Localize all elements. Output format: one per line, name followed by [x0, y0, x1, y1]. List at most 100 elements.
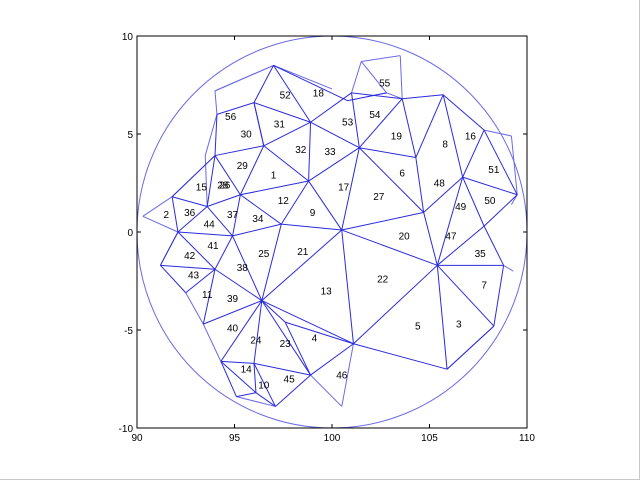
mesh-edge	[358, 98, 403, 149]
element-label: 5	[415, 322, 421, 333]
mesh-edge	[275, 374, 311, 407]
mesh-edge	[353, 343, 448, 370]
x-tick-label: 110	[519, 433, 535, 444]
mesh-edge	[263, 145, 309, 182]
element-label: 56	[225, 112, 237, 123]
mesh-edge	[160, 264, 187, 294]
mesh-edge	[214, 235, 233, 270]
mesh-edge	[253, 363, 257, 393]
mesh-edge	[214, 145, 264, 157]
mesh-edge	[203, 300, 262, 325]
y-tick-label: 0	[127, 228, 133, 239]
mesh-edge	[436, 264, 495, 327]
element-label: 32	[295, 145, 307, 156]
mesh-edge	[415, 94, 444, 158]
mesh-edge	[253, 102, 311, 123]
element-label: 35	[475, 249, 487, 260]
element-label-layer: 1234567891011121314151617181920212223242…	[163, 79, 499, 392]
mesh-edge	[423, 212, 438, 266]
mesh-edge-layer	[159, 64, 518, 407]
outer-edge	[483, 129, 512, 137]
mesh-edge	[261, 300, 354, 345]
element-label: 10	[258, 380, 270, 391]
element-label: 12	[278, 196, 290, 207]
outer-edge	[510, 135, 518, 195]
mesh-edge	[177, 206, 208, 233]
y-tick-label: -5	[124, 326, 133, 337]
mesh-edge	[171, 196, 179, 233]
element-label: 25	[258, 249, 270, 260]
mesh-edge	[159, 231, 179, 266]
outer-edge	[361, 55, 401, 62]
mesh-edge	[483, 194, 518, 227]
mesh-edge	[261, 229, 343, 301]
mesh-edge	[214, 268, 263, 302]
mesh-edge	[285, 321, 354, 345]
mesh-edge	[220, 360, 255, 364]
element-label: 26	[219, 180, 231, 191]
outer-edge	[214, 64, 274, 92]
element-label: 51	[488, 165, 500, 176]
mesh-edge	[341, 229, 354, 344]
mesh-edge	[206, 155, 216, 207]
mesh-edge	[171, 155, 216, 198]
element-label: 38	[237, 263, 249, 274]
mesh-edge	[202, 269, 216, 325]
mesh-edge	[462, 176, 485, 227]
element-label: 45	[284, 375, 296, 386]
mesh-edge	[206, 206, 233, 237]
mesh-edge	[351, 92, 403, 100]
element-label: 27	[373, 192, 385, 203]
x-tick-label: 95	[229, 433, 241, 444]
element-label: 43	[188, 271, 200, 282]
element-label: 44	[204, 220, 216, 231]
mesh-edge	[310, 343, 354, 376]
mesh-edge	[483, 225, 505, 266]
mesh-edge	[402, 94, 444, 100]
mesh-edge	[253, 363, 276, 407]
mesh-edge	[308, 122, 312, 182]
outer-edge	[399, 55, 403, 99]
mesh-edge	[263, 121, 311, 147]
outer-edge	[386, 92, 403, 100]
mesh-edge	[341, 147, 360, 231]
outer-edge	[503, 264, 514, 272]
element-label: 4	[312, 333, 318, 344]
element-label: 19	[391, 131, 403, 142]
mesh-edge	[214, 114, 218, 156]
mesh-edge	[442, 94, 485, 131]
mesh-edge	[255, 392, 276, 407]
element-label: 18	[313, 88, 325, 99]
mesh-edge	[351, 92, 360, 148]
mesh-edge	[207, 194, 241, 207]
element-label: 16	[465, 131, 477, 142]
mesh-edge	[446, 325, 495, 370]
mesh-edge	[401, 98, 417, 158]
element-label: 42	[184, 251, 196, 262]
mesh-edge	[308, 180, 343, 231]
element-label: 15	[196, 182, 208, 193]
y-tick-label: -10	[119, 424, 134, 435]
mesh-edge	[220, 300, 263, 362]
mesh-edge	[177, 231, 216, 270]
element-label: 55	[379, 79, 391, 90]
element-label: 23	[280, 339, 292, 350]
mesh-edge	[253, 300, 263, 364]
outer-edge	[360, 61, 387, 94]
mesh-edge	[239, 145, 265, 195]
mesh-edge	[160, 264, 216, 270]
mesh-edge	[273, 65, 311, 123]
outer-edge	[341, 343, 354, 407]
mesh-edge	[436, 176, 464, 266]
outer-edge	[236, 396, 276, 407]
mesh-edge	[462, 176, 518, 196]
mesh-edge	[236, 392, 257, 398]
y-tick-label: 5	[127, 130, 133, 141]
mesh-edge	[232, 235, 263, 301]
mesh-edge	[214, 155, 241, 196]
mesh-edge	[359, 147, 416, 159]
element-label: 17	[338, 182, 350, 193]
